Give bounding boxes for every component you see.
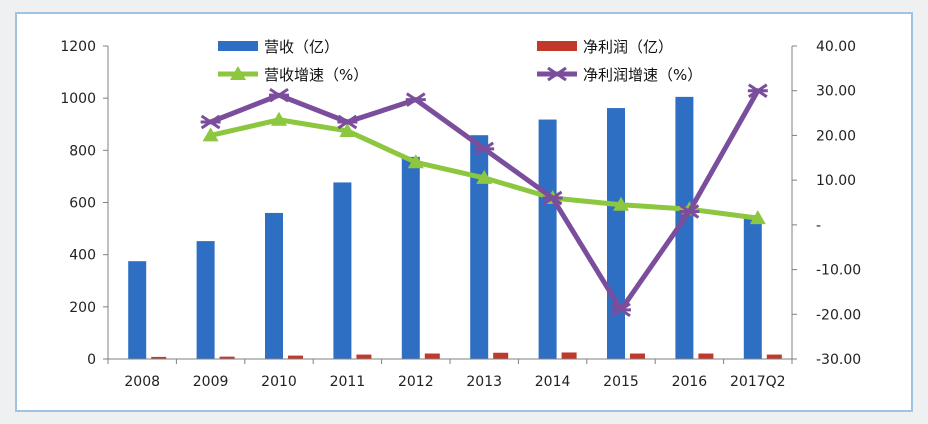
legend-revenue-swatch [218, 41, 258, 51]
revenue-bar [538, 119, 557, 360]
net-profit-bar [151, 356, 167, 359]
net-profit-growth-point [337, 114, 358, 130]
x-tick-label: 2015 [603, 374, 639, 390]
revenue-bar [675, 96, 694, 360]
chart-border [15, 12, 913, 412]
legend-net-profit-label: 净利润（亿） [583, 38, 673, 56]
revenue-growth-point [613, 196, 629, 211]
revenue-growth-point [476, 169, 493, 184]
revenue-bar [470, 135, 489, 359]
left-tick-label: 0 [87, 352, 96, 368]
net-profit-bar [356, 354, 372, 359]
revenue-bar [196, 241, 215, 359]
revenue-bar [128, 261, 147, 359]
revenue-bar [333, 182, 352, 359]
net-profit-bar [219, 356, 235, 359]
legend-revenue-growth-marker [230, 66, 246, 80]
revenue-growth-point [339, 122, 356, 137]
right-tick-label: - [816, 218, 821, 234]
net-profit-bar [493, 352, 509, 359]
x-tick-label: 2017Q2 [730, 374, 786, 390]
net-profit-growth-point [747, 83, 768, 98]
x-tick-label: 2011 [330, 374, 366, 390]
net-profit-bar [424, 353, 440, 359]
net-profit-bar [766, 354, 782, 359]
net-profit-growth-point [542, 190, 563, 206]
revenue-bar [265, 212, 283, 359]
left-tick-label: 1000 [60, 91, 96, 107]
net-profit-bar [561, 352, 577, 359]
right-tick-label: -30.00 [816, 352, 861, 368]
net-profit-growth-point [679, 204, 700, 219]
x-tick-label: 2016 [672, 374, 708, 390]
net-profit-growth-point [474, 141, 495, 157]
right-tick-label: 30.00 [816, 84, 856, 100]
legend-net-profit-growth-marker [547, 66, 567, 82]
x-tick-label: 2009 [193, 374, 229, 390]
legend: 营收（亿） 净利润（亿） 营收增速（%） 净利润增速（%） [218, 38, 702, 84]
right-tick-label: -10.00 [816, 263, 861, 279]
net-profit-growth-point [611, 302, 631, 318]
net-profit-bar [698, 353, 714, 359]
x-tick-label: 2010 [261, 374, 297, 390]
left-tick-label: 800 [69, 143, 96, 159]
revenue-bar [607, 108, 625, 359]
left-tick-label: 200 [69, 300, 96, 316]
x-tick-label: 2014 [535, 374, 571, 390]
legend-net-profit-growth-label: 净利润增速（%） [583, 66, 702, 84]
x-tick-label: 2008 [124, 374, 160, 390]
net-profit-bar [288, 355, 303, 359]
right-tick-label: 40.00 [816, 39, 856, 55]
revenue-bar [401, 156, 420, 359]
revenue-growth-point [407, 154, 424, 169]
right-tick-label: 20.00 [816, 128, 856, 144]
legend-revenue-label: 营收（亿） [264, 38, 339, 56]
revenue-growth-point [271, 111, 287, 126]
revenue-bar [743, 218, 762, 359]
left-tick-label: 600 [69, 196, 96, 212]
left-tick-label: 400 [69, 248, 96, 264]
net-profit-bar [630, 353, 645, 359]
revenue-growth-point [202, 127, 219, 142]
left-tick-label: 1200 [60, 39, 96, 55]
legend-net-profit-swatch [537, 41, 577, 51]
plot-area: 020040060080010001200-30.00-20.00-10.00-… [60, 39, 861, 390]
x-tick-label: 2012 [398, 374, 434, 390]
net-profit-growth-point [269, 87, 289, 103]
right-tick-label: -20.00 [816, 307, 861, 323]
right-tick-label: 10.00 [816, 173, 856, 189]
x-tick-label: 2013 [466, 374, 502, 390]
revenue-growth-point [749, 210, 766, 225]
net-profit-growth-point [405, 92, 426, 107]
net-profit-growth-point [200, 114, 221, 130]
legend-revenue-growth-label: 营收增速（%） [264, 66, 368, 84]
